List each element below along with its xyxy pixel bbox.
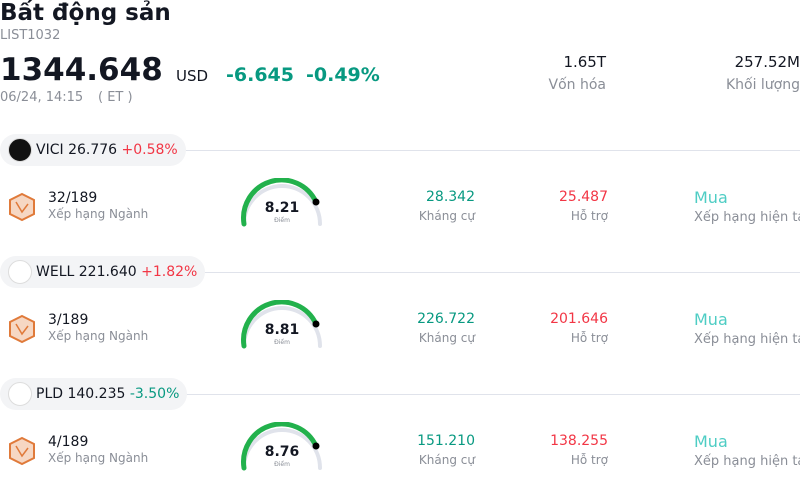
timezone: ( ET ) (98, 90, 133, 105)
resistance-label: Kháng cự (418, 453, 475, 467)
rating-label: Xếp hạng hiện tại (694, 454, 800, 469)
stock-price: 221.640 (78, 264, 137, 280)
market-cap-label: Vốn hóa (548, 77, 606, 93)
score-label: Điểm (274, 339, 290, 346)
change-pct: -0.49% (306, 64, 380, 86)
gauge (236, 299, 328, 350)
support-label: Hỗ trợ (570, 209, 608, 223)
code: LIST1032 (0, 28, 61, 43)
divider (180, 272, 800, 273)
rating: Mua (694, 188, 728, 207)
resistance: 28.342 (426, 189, 475, 205)
support: 138.255 (550, 433, 608, 449)
rank: 32/189 (48, 190, 98, 206)
support-label: Hỗ trợ (570, 453, 608, 467)
rank: 3/189 (48, 312, 89, 328)
stock-change: +1.82% (141, 264, 198, 280)
volume-label: Khối lượng (725, 77, 800, 93)
stock-change: -3.50% (129, 386, 180, 402)
rank-label: Xếp hạng Ngành (48, 451, 149, 465)
stock-pill[interactable]: WELL 221.640 +1.82% (0, 256, 206, 288)
rank-label: Xếp hạng Ngành (48, 329, 149, 343)
gauge (236, 177, 328, 228)
price: 1344.648 (0, 52, 163, 88)
stock-price: 26.776 (68, 142, 118, 158)
title: Bất động sản (0, 0, 171, 26)
volume: 257.52M (734, 53, 800, 71)
rating: Mua (694, 310, 728, 329)
stock-ticker: WELL (36, 264, 75, 280)
resistance: 151.210 (417, 433, 475, 449)
rating-label: Xếp hạng hiện tại (694, 210, 800, 225)
stock-price: 140.235 (67, 386, 126, 402)
divider (180, 394, 800, 395)
rank-icon (8, 192, 36, 222)
score: 8.76 (264, 444, 300, 460)
change: -6.645 (226, 64, 294, 86)
rank-icon (8, 314, 36, 344)
logo (8, 138, 32, 162)
score-label: Điểm (274, 217, 290, 224)
score-label: Điểm (274, 461, 290, 468)
support-label: Hỗ trợ (570, 331, 608, 345)
rating-label: Xếp hạng hiện tại (694, 332, 800, 347)
stock-pill[interactable]: VICI 26.776 +0.58% (0, 134, 186, 166)
resistance-label: Kháng cự (418, 209, 475, 223)
stock-change: +0.58% (121, 142, 178, 158)
divider (180, 150, 800, 151)
stock-ticker: VICI (36, 142, 64, 158)
support: 25.487 (559, 189, 608, 205)
stock-ticker: PLD (36, 386, 64, 402)
logo (8, 382, 32, 406)
logo (8, 260, 32, 284)
rank-label: Xếp hạng Ngành (48, 207, 149, 221)
rank: 4/189 (48, 434, 89, 450)
gauge (236, 421, 328, 472)
support: 201.646 (550, 311, 608, 327)
rating: Mua (694, 432, 728, 451)
rank-icon (8, 436, 36, 466)
time: 06/24, 14:15 (0, 90, 84, 105)
resistance-label: Kháng cự (418, 331, 475, 345)
score: 8.21 (264, 200, 300, 216)
stock-pill[interactable]: PLD 140.235 -3.50% (0, 378, 188, 410)
score: 8.81 (264, 322, 300, 338)
currency: USD (176, 67, 209, 85)
resistance: 226.722 (417, 311, 475, 327)
market-cap: 1.65T (563, 53, 606, 71)
